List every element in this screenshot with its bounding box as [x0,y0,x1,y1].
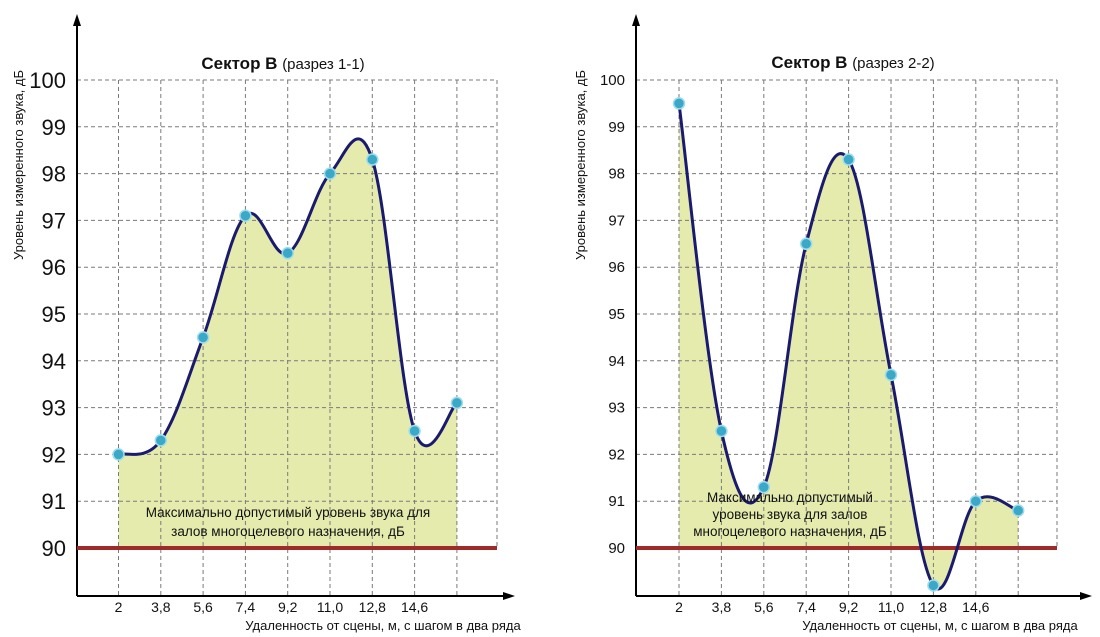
chart-title: Сектор В (разрез 1-1) [201,54,364,73]
x-tick-label: 7,4 [796,599,816,615]
chart-title: Сектор В (разрез 2-2) [771,53,934,72]
y-tick-label: 98 [608,166,625,183]
chart-title-main: Сектор В [771,53,852,72]
x-axis-label: Удаленность от сцены, м, с шагом в два р… [245,618,521,633]
x-tick-label: 3,8 [712,599,732,615]
chart-left: 90 91 92 93 94 95 96 97 98 99 100 2 3,8 5,6 7,4 9,2 11,0… [11,14,521,633]
y-tick-label: 91 [42,489,66,514]
data-point [757,480,771,494]
data-point [969,494,983,508]
y-tick-label: 94 [608,353,625,370]
y-tick-label: 99 [42,115,66,140]
data-point [196,331,210,344]
limit-annotation: залов многоцелевого назначения, дБ [171,524,405,539]
x-tick-label: 9,2 [839,599,859,615]
y-tick-label: 96 [608,259,625,276]
limit-annotation: Максимально допустимый уровень звука для [146,505,430,520]
y-tick-label: 95 [608,306,625,323]
y-tick-label: 93 [608,400,625,417]
y-tick-label: 92 [608,446,625,463]
chart-subtitle: (разрез 2-2) [852,55,934,72]
data-point [927,579,940,592]
data-point [323,167,337,180]
chart-subtitle: (разрез 1-1) [282,56,364,73]
y-axis-label: Уровень измеренного звука, дБ [573,70,588,260]
y-tick-label: 95 [42,302,66,327]
limit-annotation: Максимально допустимый [707,490,873,505]
y-tick-label: 97 [608,212,625,229]
y-axis-arrow [73,14,81,26]
y-tick-label: 100 [600,72,625,89]
x-tick-label: 12,8 [359,599,386,615]
x-axis-arrow [1080,592,1092,600]
x-tick-label: 3,8 [151,599,171,615]
x-tick-label: 9,2 [278,599,298,615]
x-tick-label: 14,6 [962,599,989,615]
y-tick-label: 98 [42,162,66,187]
x-tick-label: 2 [675,599,683,615]
x-tick-label: 7,4 [236,599,256,615]
data-point [672,97,686,110]
y-tick-label: 91 [608,493,625,510]
data-point [281,246,294,260]
data-point [884,368,898,382]
y-axis-arrow [632,14,640,26]
y-tick-label: 97 [42,208,66,233]
y-tick-label: 94 [42,349,66,374]
y-tick-label: 99 [608,119,625,136]
limit-annotation: многоцелевого назначения, дБ [693,524,887,539]
x-axis-arrow [503,592,515,600]
chart-title-main: Сектор В [201,54,282,73]
y-tick-label: 93 [42,396,66,421]
x-tick-label: 12,8 [920,599,947,615]
data-point [239,209,252,222]
data-point [799,237,813,251]
data-point [366,153,379,166]
data-point [842,153,855,166]
x-axis-label: Удаленность от сцены, м, с шагом в два р… [802,618,1078,633]
y-tick-label: 100 [29,68,66,93]
y-tick-label: 96 [42,255,66,280]
series-line [117,137,459,456]
y-tick-label: 90 [42,536,66,561]
chart-right: 90 91 92 93 94 95 96 97 98 99 100 2 3,8 5,6 7,4 9,2 11,0… [573,14,1092,633]
x-tick-label: 5,6 [193,599,213,615]
data-point [715,424,728,438]
x-tick-label: 11,0 [317,599,343,615]
data-point [408,424,421,438]
x-tick-label: 5,6 [754,599,774,615]
x-tick-label: 11,0 [878,599,904,615]
data-point [1011,504,1025,517]
data-point [154,434,168,447]
y-tick-label: 90 [608,540,625,557]
x-tick-label: 2 [115,599,123,615]
y-tick-label: 92 [42,442,66,467]
data-point [450,396,464,410]
limit-annotation: уровень звука для залов [713,507,868,522]
y-axis-label: Уровень измеренного звука, дБ [11,70,26,260]
data-point [112,448,125,461]
x-tick-label: 14,6 [401,599,428,615]
